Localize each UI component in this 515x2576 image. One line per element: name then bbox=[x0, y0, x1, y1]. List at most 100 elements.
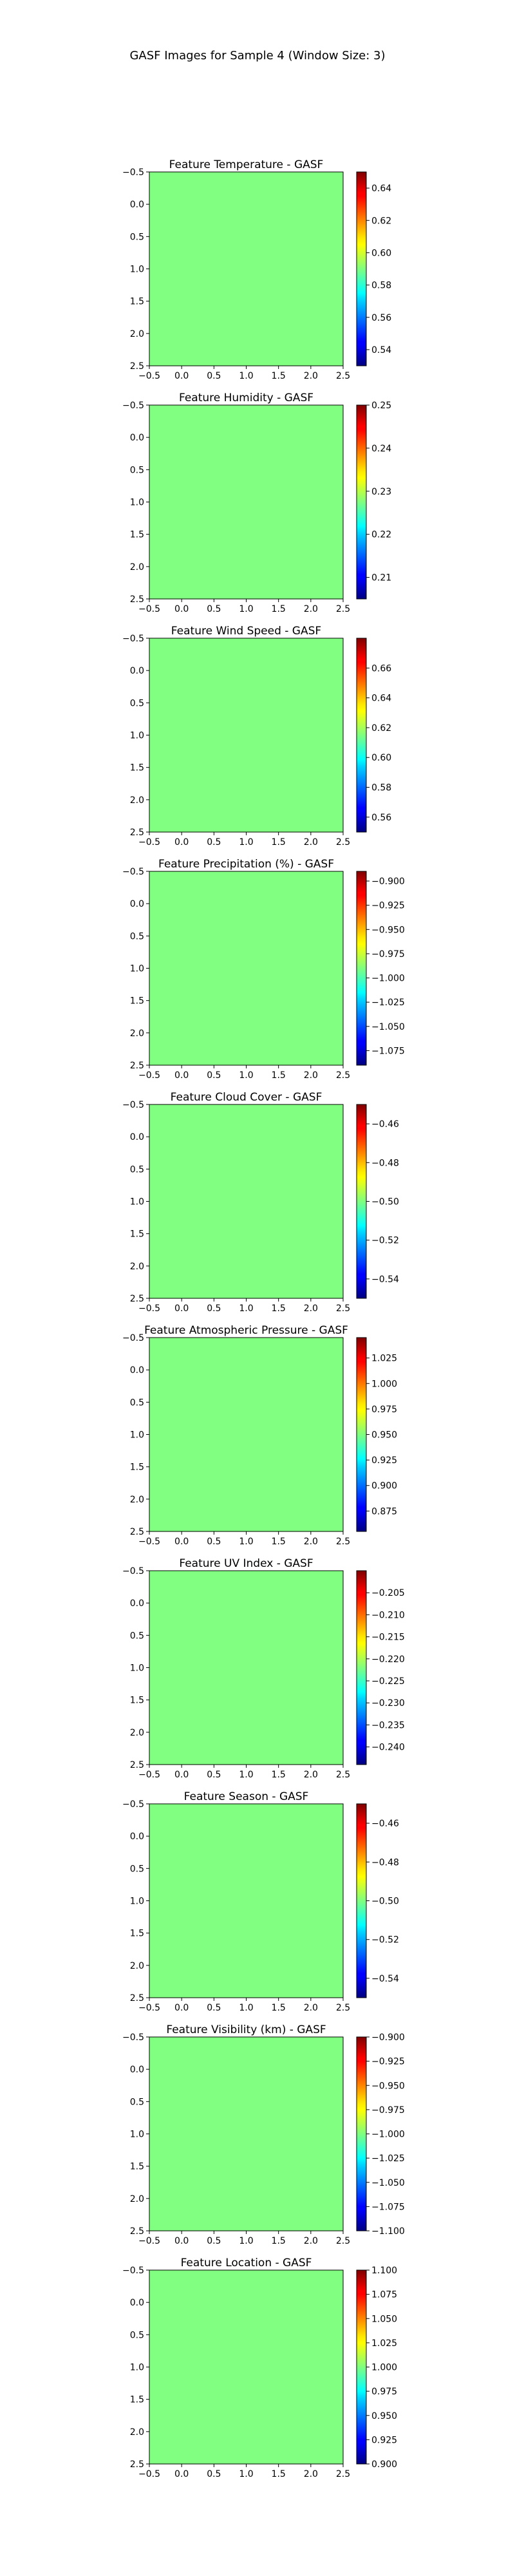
x-tick-label: 0.5 bbox=[207, 371, 221, 381]
heatmap-cell bbox=[214, 236, 279, 302]
heatmap-cell bbox=[278, 1104, 344, 1170]
heatmap-cell bbox=[214, 172, 279, 237]
heatmap-cell bbox=[278, 1169, 344, 1235]
heatmap-panel-2: Feature Humidity - GASF −0.5 0.0 0.5 1.0 1.5 2… bbox=[122, 392, 391, 614]
x-tick-label: 0.0 bbox=[174, 1303, 189, 1314]
colorbar-tick-label: −0.48 bbox=[371, 1158, 399, 1168]
heatmap-cell bbox=[278, 469, 344, 535]
heatmap-cell bbox=[149, 2166, 214, 2231]
x-tick-label: 1.5 bbox=[272, 1537, 286, 1547]
heatmap-cell bbox=[149, 2037, 214, 2102]
colorbar-tick-label: −0.205 bbox=[371, 1588, 405, 1598]
y-tick-label: 1.5 bbox=[130, 996, 144, 1007]
x-tick-label: 2.5 bbox=[336, 2236, 350, 2246]
y-tick-label: 2.5 bbox=[130, 2459, 144, 2470]
y-tick-label: 1.5 bbox=[130, 297, 144, 307]
y-tick-label: −0.5 bbox=[122, 1799, 144, 1810]
heatmap-cell bbox=[149, 1700, 214, 1765]
x-tick-label: 0.0 bbox=[174, 371, 189, 381]
colorbar-tick-label: −0.925 bbox=[371, 2057, 405, 2067]
colorbar bbox=[356, 1104, 367, 1299]
x-tick-label: 2.0 bbox=[304, 2469, 318, 2479]
heatmap-cell bbox=[149, 1000, 214, 1066]
colorbar-tick-label: 0.60 bbox=[371, 248, 391, 258]
heatmap-cell bbox=[149, 1571, 214, 1636]
heatmap-panel-8: Feature Season - GASF −0.5 0.0 0.5 1.0 1.5 2.0… bbox=[122, 1790, 399, 2013]
panel-title: Feature Temperature - GASF bbox=[169, 158, 324, 171]
heatmap-cell bbox=[214, 1402, 279, 1468]
colorbar-tick-label: −1.000 bbox=[371, 974, 405, 984]
y-tick-label: 0.5 bbox=[130, 1631, 144, 1641]
x-tick-label: −0.5 bbox=[138, 1070, 160, 1081]
y-tick-label: 1.5 bbox=[130, 1696, 144, 1706]
y-tick-label: 2.5 bbox=[130, 1294, 144, 1304]
colorbar-tick-label: 0.950 bbox=[371, 1430, 397, 1441]
y-tick-label: 2.0 bbox=[130, 2194, 144, 2204]
y-tick-label: 1.5 bbox=[130, 1929, 144, 1939]
heatmap-panel-3: Feature Wind Speed - GASF −0.5 0.0 0.5 1.0 1.… bbox=[122, 625, 391, 848]
x-tick-label: 1.5 bbox=[272, 604, 286, 614]
x-tick-label: 1.5 bbox=[272, 1303, 286, 1314]
y-tick-label: 0.0 bbox=[130, 1365, 144, 1376]
panel-title: Feature Cloud Cover - GASF bbox=[171, 1091, 323, 1104]
y-tick-label: 0.5 bbox=[130, 2330, 144, 2340]
colorbar-tick-label: 0.25 bbox=[371, 401, 391, 411]
y-tick-label: 0.0 bbox=[130, 200, 144, 210]
x-tick-label: −0.5 bbox=[138, 2469, 160, 2479]
x-tick-label: 2.5 bbox=[336, 837, 350, 848]
x-tick-label: 1.5 bbox=[272, 837, 286, 848]
panel-title: Feature Wind Speed - GASF bbox=[171, 625, 321, 638]
heatmap-cell bbox=[278, 405, 344, 470]
panel-title: Feature UV Index - GASF bbox=[179, 1557, 313, 1570]
x-tick-label: 0.0 bbox=[174, 1770, 189, 1780]
x-tick-label: 0.0 bbox=[174, 604, 189, 614]
heatmap-cell bbox=[278, 1933, 344, 1998]
x-tick-label: 0.0 bbox=[174, 2236, 189, 2246]
x-tick-label: 1.0 bbox=[239, 1537, 253, 1547]
heatmap-cell bbox=[149, 1402, 214, 1468]
y-tick-label: 1.0 bbox=[130, 964, 144, 974]
y-tick-label: 1.5 bbox=[130, 1463, 144, 1473]
x-tick-label: 2.5 bbox=[336, 1303, 350, 1314]
colorbar-tick-label: 0.56 bbox=[371, 313, 391, 323]
x-tick-label: −0.5 bbox=[138, 604, 160, 614]
y-tick-label: 1.0 bbox=[130, 731, 144, 741]
colorbar-tick-label: 1.000 bbox=[371, 1379, 397, 1389]
heatmap-cell bbox=[278, 767, 344, 833]
heatmap-cell bbox=[278, 936, 344, 1001]
heatmap-cell bbox=[278, 236, 344, 302]
heatmap-cell bbox=[214, 2399, 279, 2465]
x-tick-label: 0.5 bbox=[207, 1070, 221, 1081]
x-tick-label: 0.5 bbox=[207, 2003, 221, 2013]
heatmap-cell bbox=[278, 1402, 344, 1468]
heatmap-cell bbox=[149, 1868, 214, 1934]
x-tick-label: 1.0 bbox=[239, 2003, 253, 2013]
colorbar-tick-label: −0.950 bbox=[371, 925, 405, 935]
heatmap-cell bbox=[278, 703, 344, 768]
colorbar-tick-label: −0.52 bbox=[371, 1236, 399, 1246]
colorbar-tick-label: −1.025 bbox=[371, 2154, 405, 2164]
x-tick-label: 2.0 bbox=[304, 1070, 318, 1081]
colorbar-tick-label: −0.46 bbox=[371, 1819, 399, 1829]
heatmap-cell bbox=[149, 703, 214, 768]
colorbar-tick-label: −0.54 bbox=[371, 1974, 399, 1984]
heatmap-cell bbox=[278, 1466, 344, 1532]
y-tick-label: 1.0 bbox=[130, 2130, 144, 2140]
heatmap-cell bbox=[278, 1804, 344, 1869]
heatmap-cell bbox=[149, 2334, 214, 2400]
y-tick-label: 1.0 bbox=[130, 498, 144, 508]
heatmap-cell bbox=[149, 534, 214, 600]
colorbar-tick-label: −1.100 bbox=[371, 2226, 405, 2237]
heatmap-cell bbox=[149, 1169, 214, 1235]
y-tick-label: 1.5 bbox=[130, 763, 144, 773]
colorbar-tick-label: −0.48 bbox=[371, 1857, 399, 1868]
x-tick-label: 2.0 bbox=[304, 837, 318, 848]
x-tick-label: 1.5 bbox=[272, 2236, 286, 2246]
colorbar-tick-label: 0.925 bbox=[371, 2435, 397, 2445]
heatmap-cell bbox=[214, 871, 279, 936]
x-tick-label: 1.5 bbox=[272, 1770, 286, 1780]
x-tick-label: 0.5 bbox=[207, 1537, 221, 1547]
x-tick-label: 0.0 bbox=[174, 2469, 189, 2479]
heatmap-cell bbox=[278, 2101, 344, 2167]
y-tick-label: −0.5 bbox=[122, 2266, 144, 2276]
